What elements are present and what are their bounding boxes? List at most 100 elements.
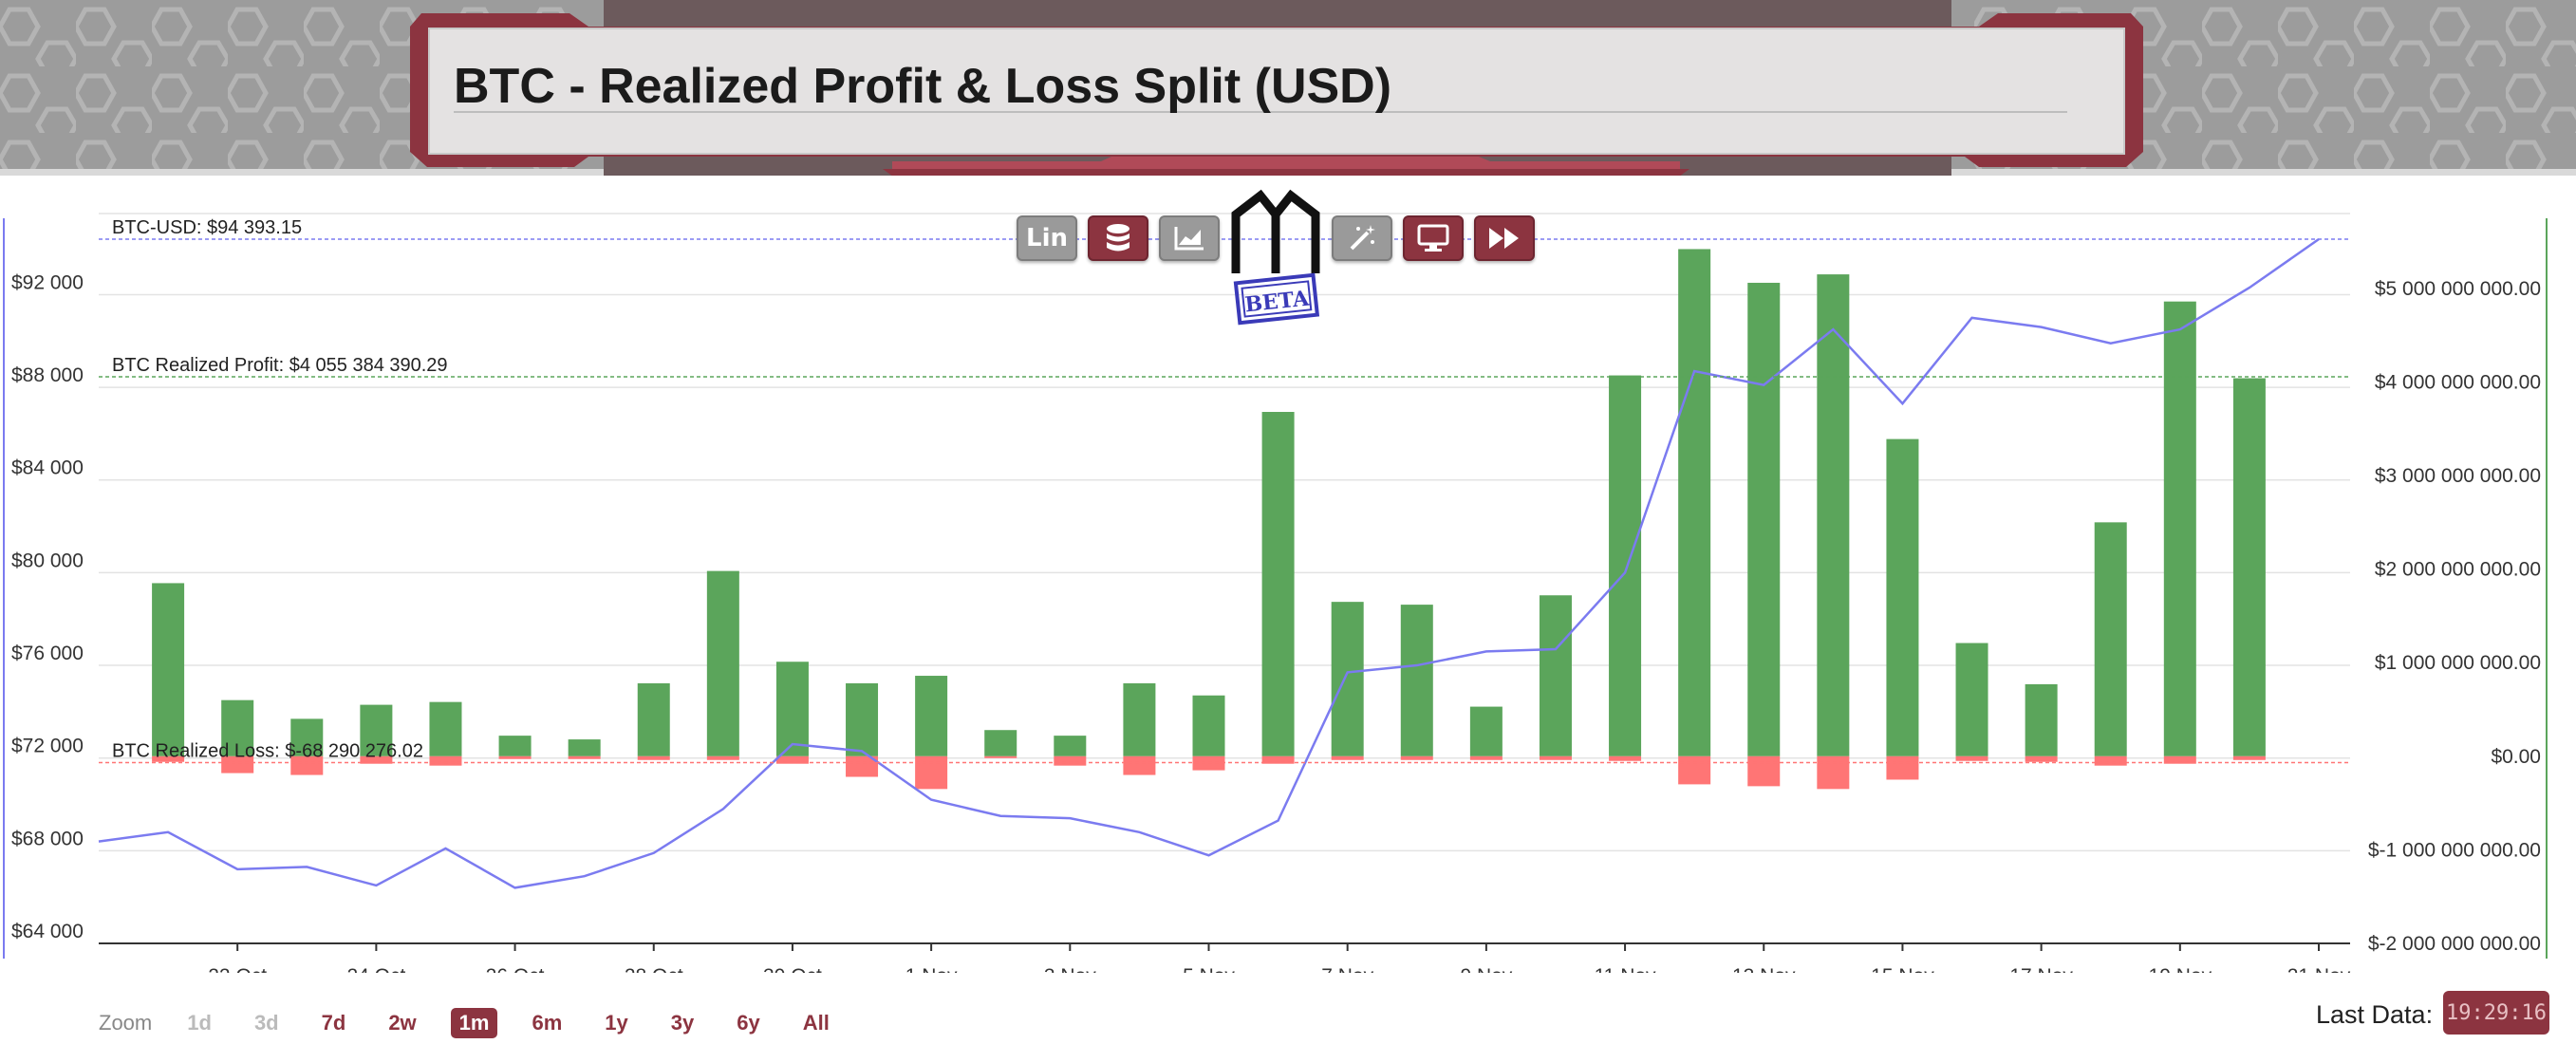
- loss-bar: [2094, 755, 2127, 766]
- loss-bar: [2232, 755, 2266, 760]
- loss-bar: [2163, 755, 2196, 764]
- profit-bar: [1400, 605, 1433, 756]
- zoom-all-button[interactable]: All: [802, 1011, 830, 1035]
- loss-bar: [360, 755, 393, 764]
- loss-bar: [1400, 755, 1433, 760]
- loss-bar: [1054, 755, 1087, 766]
- profit-bar: [1678, 249, 1711, 756]
- right-tick-label: $1 000 000 000.00: [2375, 652, 2541, 674]
- left-tick-label: $92 000: [11, 271, 84, 293]
- x-tick-label: 9 Nov: [1460, 965, 1512, 973]
- zoom-6m-button[interactable]: 6m: [532, 1011, 563, 1035]
- annotation-label: BTC Realized Loss: $-68 290 276.02: [112, 741, 423, 762]
- profit-bar: [568, 739, 601, 756]
- loss-bar: [568, 755, 601, 759]
- profit-bar: [1331, 602, 1364, 756]
- left-tick-label: $72 000: [11, 736, 84, 757]
- profit-bar: [2094, 522, 2127, 756]
- chart-area[interactable]: $64 000 $68 000 $72 000 $76 000 $80 000 $84 0…: [0, 176, 2576, 973]
- profit-bar: [152, 583, 185, 756]
- zoom-3d-button: 3d: [253, 1011, 279, 1035]
- profit-bar: [1539, 595, 1572, 756]
- area-chart-button[interactable]: [1159, 215, 1220, 261]
- right-tick-label: $-1 000 000 000.00: [2368, 839, 2541, 861]
- zoom-selector: Zoom 1d 3d 7d 2w 1m 6m 1y 3y 6y All: [99, 1008, 864, 1038]
- loss-bar: [984, 755, 1017, 758]
- loss-bar: [846, 755, 879, 777]
- x-tick-label: 11 Nov: [1595, 965, 1656, 973]
- right-tick-label: $0.00: [2491, 746, 2541, 768]
- bars: [152, 249, 2266, 790]
- profit-bar: [846, 682, 879, 756]
- right-axis: $-2 000 000 000.00 $-1 000 000 000.00 $0.0…: [2368, 278, 2541, 955]
- loss-bar: [1261, 755, 1295, 764]
- profit-bar: [221, 699, 254, 756]
- area-chart-icon: [1174, 227, 1204, 251]
- lin-scale-button[interactable]: Lin: [1017, 215, 1077, 261]
- magic-wand-icon: [1350, 225, 1375, 251]
- profit-bar: [1609, 375, 1642, 756]
- profit-bar: [1747, 282, 1781, 756]
- fast-forward-icon: [1489, 228, 1519, 249]
- x-tick-label: 15 Nov: [1871, 965, 1934, 973]
- x-axis: 22 Oct 24 Oct 26 Oct 28 Oct 30 Oct 1 Nov 3 Nov…: [99, 942, 2351, 973]
- annotations: BTC-USD: $94 393.15 BTC Realized Profit: …: [99, 217, 2350, 764]
- monitor-button[interactable]: [1403, 215, 1464, 261]
- database-button[interactable]: [1088, 215, 1148, 261]
- md-logo: BETA: [1231, 189, 1320, 326]
- loss-bar: [1678, 755, 1711, 785]
- x-tick-label: 22 Oct: [208, 965, 267, 973]
- zoom-3y-button[interactable]: 3y: [670, 1011, 695, 1035]
- zoom-label: Zoom: [99, 1011, 153, 1035]
- zoom-1d-button: 1d: [187, 1011, 212, 1035]
- loss-bar: [1955, 755, 1988, 761]
- monitor-icon: [1417, 224, 1449, 252]
- profit-bar: [1123, 682, 1156, 756]
- loss-bar: [915, 755, 948, 790]
- right-tick-label: $3 000 000 000.00: [2375, 465, 2541, 487]
- left-tick-label: $80 000: [11, 550, 84, 571]
- zoom-2w-button[interactable]: 2w: [388, 1011, 417, 1035]
- annotation-label: BTC-USD: $94 393.15: [112, 217, 302, 238]
- profit-bar: [2163, 301, 2196, 756]
- right-tick-label: $2 000 000 000.00: [2375, 559, 2541, 581]
- x-tick-label: 26 Oct: [486, 965, 545, 973]
- database-icon: [1107, 224, 1129, 252]
- header-banner: BTC - Realized Profit & Loss Split (USD): [0, 0, 2576, 176]
- fast-forward-button[interactable]: [1474, 215, 1535, 261]
- profit-bar: [498, 736, 532, 756]
- right-tick-label: $-2 000 000 000.00: [2368, 933, 2541, 955]
- profit-bar: [360, 704, 393, 756]
- zoom-1m-button[interactable]: 1m: [450, 1008, 498, 1038]
- zoom-6y-button[interactable]: 6y: [737, 1011, 760, 1035]
- profit-bar: [2025, 683, 2058, 756]
- left-tick-label: $68 000: [11, 828, 84, 849]
- last-data-value: 19:29:16: [2443, 991, 2549, 1035]
- x-tick-label: 24 Oct: [346, 965, 405, 973]
- left-tick-label: $64 000: [11, 921, 84, 942]
- profit-bar: [1886, 438, 1919, 756]
- left-tick-label: $76 000: [11, 643, 84, 664]
- loss-bar: [706, 755, 739, 760]
- x-tick-label: 30 Oct: [763, 965, 822, 973]
- profit-bar: [637, 682, 670, 756]
- profit-bar: [2232, 378, 2266, 756]
- profit-bar: [1054, 736, 1087, 756]
- profit-bar: [1192, 695, 1225, 756]
- beta-badge: BETA: [1243, 286, 1311, 317]
- loss-bar: [152, 755, 185, 762]
- chart-title: BTC - Realized Profit & Loss Split (USD): [454, 59, 1391, 114]
- profit-bar: [984, 730, 1017, 756]
- x-tick-label: 19 Nov: [2149, 965, 2212, 973]
- profit-bar: [1261, 412, 1295, 756]
- x-tick-label: 21 Nov: [2287, 965, 2351, 973]
- magic-wand-button[interactable]: [1332, 215, 1392, 261]
- loss-bar: [1609, 755, 1642, 761]
- x-tick-label: 3 Nov: [1044, 965, 1096, 973]
- loss-bar: [637, 755, 670, 760]
- x-tick-label: 13 Nov: [1732, 965, 1796, 973]
- profit-bar: [1817, 274, 1850, 756]
- zoom-7d-button[interactable]: 7d: [321, 1011, 346, 1035]
- right-tick-label: $5 000 000 000.00: [2375, 278, 2541, 300]
- zoom-1y-button[interactable]: 1y: [605, 1011, 628, 1035]
